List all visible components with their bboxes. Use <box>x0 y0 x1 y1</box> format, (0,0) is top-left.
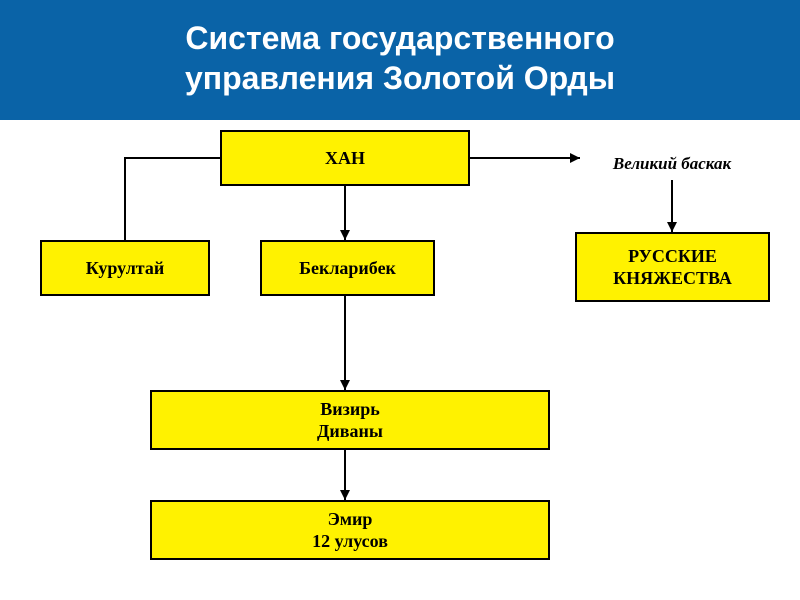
title-line-2: управления Золотой Орды <box>10 58 790 98</box>
node-beklaribek: Бекларибек <box>260 240 435 296</box>
page-title: Система государственного управления Золо… <box>0 0 800 120</box>
node-vizir-label1: Визирь <box>320 398 380 421</box>
node-russian: РУССКИЕ КНЯЖЕСТВА <box>575 232 770 302</box>
node-vizir-label2: Диваны <box>317 420 383 443</box>
node-khan: ХАН <box>220 130 470 186</box>
node-emir-label1: Эмир <box>328 508 373 531</box>
node-emir: Эмир 12 улусов <box>150 500 550 560</box>
node-beklaribek-label: Бекларибек <box>299 257 396 280</box>
node-baskak: Великий баскак <box>582 148 762 180</box>
node-kurultai-label: Курултай <box>86 257 164 280</box>
node-kurultai: Курултай <box>40 240 210 296</box>
title-line-1: Система государственного <box>10 18 790 58</box>
diagram-canvas: ХАН Великий баскак Курултай Бекларибек Р… <box>0 120 800 600</box>
node-vizir: Визирь Диваны <box>150 390 550 450</box>
node-emir-label2: 12 улусов <box>312 530 388 553</box>
node-russian-label2: КНЯЖЕСТВА <box>613 267 732 290</box>
node-russian-label1: РУССКИЕ <box>628 245 717 268</box>
node-khan-label: ХАН <box>325 147 365 170</box>
node-baskak-label: Великий баскак <box>613 154 731 174</box>
